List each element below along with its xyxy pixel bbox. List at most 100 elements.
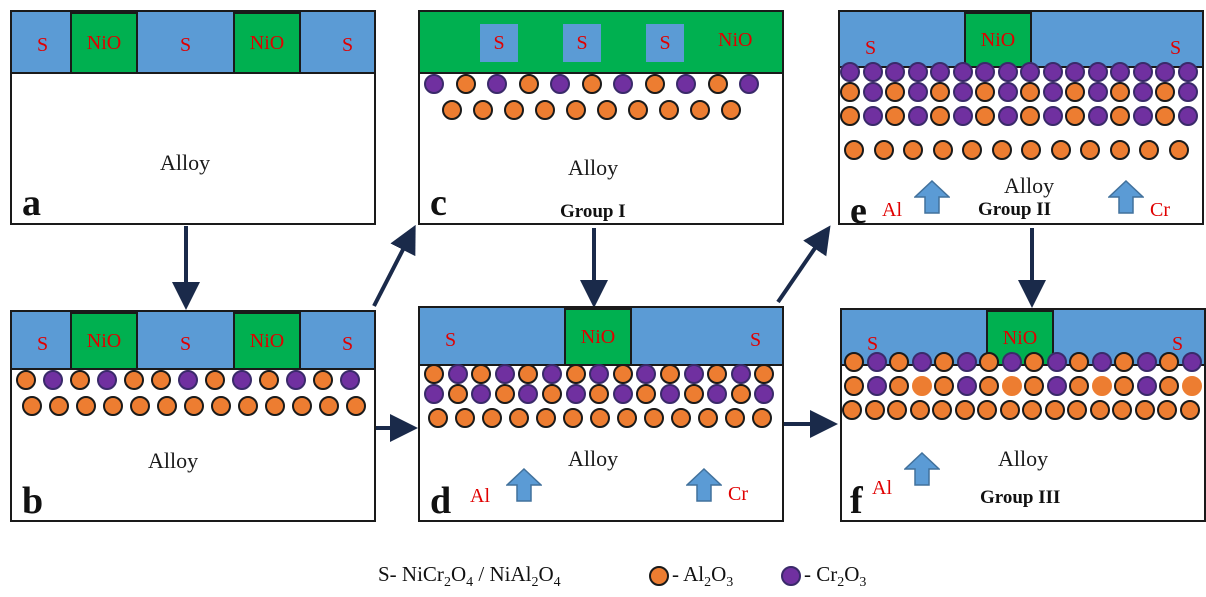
al2o3-particle: [49, 396, 69, 416]
al2o3-particle: [962, 140, 982, 160]
al2o3-particle: [428, 408, 448, 428]
al2o3-particle: [873, 140, 894, 160]
cr2o3-particle: [1091, 352, 1112, 372]
al-diffusion-label: Al: [872, 477, 892, 499]
cr2o3-particle: [1042, 106, 1063, 126]
spinel-block: S: [480, 24, 518, 62]
nio-block: NiO: [233, 12, 301, 74]
panel-letter: d: [430, 480, 452, 522]
al2o3-particle: [889, 352, 909, 372]
cr2o3-particle: [550, 74, 570, 94]
cr2o3-particle: [754, 384, 775, 404]
cr2o3-particle: [907, 62, 928, 82]
cr2o3-particle: [952, 62, 973, 82]
al2o3-particle: [1067, 400, 1087, 420]
al2o3-particle: [1181, 376, 1202, 396]
al2o3-particle: [671, 408, 691, 428]
cr2o3-particle: [862, 62, 883, 82]
cr2o3-particle: [97, 370, 117, 390]
al2o3-particle: [22, 396, 42, 416]
al2o3-particle: [542, 384, 562, 404]
al2o3-particle: [565, 364, 586, 384]
al2o3-particle: [752, 408, 772, 428]
alloy-label: Alloy: [148, 448, 199, 473]
cr2o3-particle: [178, 370, 198, 390]
al2o3-particle: [518, 364, 539, 384]
cr2o3-particle: [424, 384, 444, 404]
cr2o3-particle: [739, 74, 759, 94]
cr2o3-particle: [997, 62, 1018, 82]
al2o3-particle: [566, 100, 586, 120]
al2o3-particle: [103, 396, 123, 416]
cr2o3-particle: [1046, 352, 1067, 372]
al2o3-particle: [1089, 400, 1110, 420]
cr2o3-particle: [1132, 82, 1153, 102]
al2o3-particle: [659, 100, 679, 120]
al2o3-particle: [991, 140, 1012, 160]
al2o3-particle: [589, 384, 610, 404]
cr2o3-particle: [424, 74, 444, 94]
cr2o3-particle: [1132, 62, 1153, 82]
cr2o3-particle: [1177, 106, 1198, 126]
al2o3-particle: [1109, 140, 1130, 160]
al2o3-particle: [617, 408, 637, 428]
al2o3-particle: [1020, 106, 1040, 126]
nio-block: NiO: [564, 308, 632, 366]
al2o3-particle: [259, 370, 279, 390]
al2o3-particle: [932, 140, 953, 160]
al2o3-particle: [628, 100, 648, 120]
al2o3-particle: [151, 370, 171, 390]
al2o3-particle: [1080, 140, 1100, 160]
cr2o3-particle: [1087, 62, 1108, 82]
spinel-label: S: [1170, 37, 1182, 59]
cr2o3-particle: [1110, 62, 1130, 82]
arrow-d-to-e: [776, 225, 831, 304]
cr2o3-particle: [683, 364, 704, 384]
cr2o3-particle: [840, 62, 860, 82]
al2o3-particle: [903, 140, 923, 160]
al2o3-particle: [471, 364, 492, 384]
al2o3-particle: [70, 370, 90, 390]
al2o3-particle: [842, 400, 862, 420]
al2o3-particle: [660, 364, 680, 384]
spinel-label: S: [180, 34, 192, 56]
al2o3-particle: [721, 100, 741, 120]
al2o3-particle: [1069, 352, 1089, 372]
cr2o3-particle: [286, 370, 306, 390]
cr2o3-particle: [707, 384, 728, 404]
al2o3-particle: [536, 408, 556, 428]
up-arrow-icon: [686, 468, 722, 502]
al2o3-particle: [909, 400, 930, 420]
nio-block: NiO: [70, 12, 138, 74]
al2o3-particle: [442, 100, 462, 120]
cr2o3-legend-icon: [781, 566, 801, 586]
al2o3-particle: [1021, 140, 1041, 160]
cr-diffusion-label: Cr: [728, 483, 748, 505]
al2o3-particle: [563, 408, 583, 428]
cr2o3-particle: [1181, 352, 1202, 372]
al2o3-particle: [504, 100, 524, 120]
al2o3-particle: [313, 370, 333, 390]
cr2o3-particle: [589, 364, 610, 384]
spinel-label: S: [750, 329, 762, 351]
up-arrow-icon: [506, 468, 542, 502]
al2o3-particle: [840, 106, 860, 126]
spinel-label: S: [445, 329, 457, 351]
alloy-label: Alloy: [568, 155, 619, 180]
al2o3-particle: [205, 370, 225, 390]
spinel-label: S: [1172, 333, 1184, 355]
al2o3-particle: [1114, 376, 1134, 396]
cr2o3-particle: [542, 364, 562, 384]
al2o3-particle: [597, 100, 617, 120]
al2o3-particle: [844, 352, 864, 372]
al2o3-particle: [473, 100, 493, 120]
cr2o3-particle: [907, 106, 928, 126]
al2o3-particle: [1168, 140, 1189, 160]
spinel-block: S: [646, 24, 684, 62]
al2o3-particle: [16, 370, 36, 390]
cr2o3-particle: [494, 364, 515, 384]
al2o3-particle: [346, 396, 366, 416]
cr2o3-particle: [862, 82, 883, 102]
cr2o3-particle: [997, 82, 1018, 102]
